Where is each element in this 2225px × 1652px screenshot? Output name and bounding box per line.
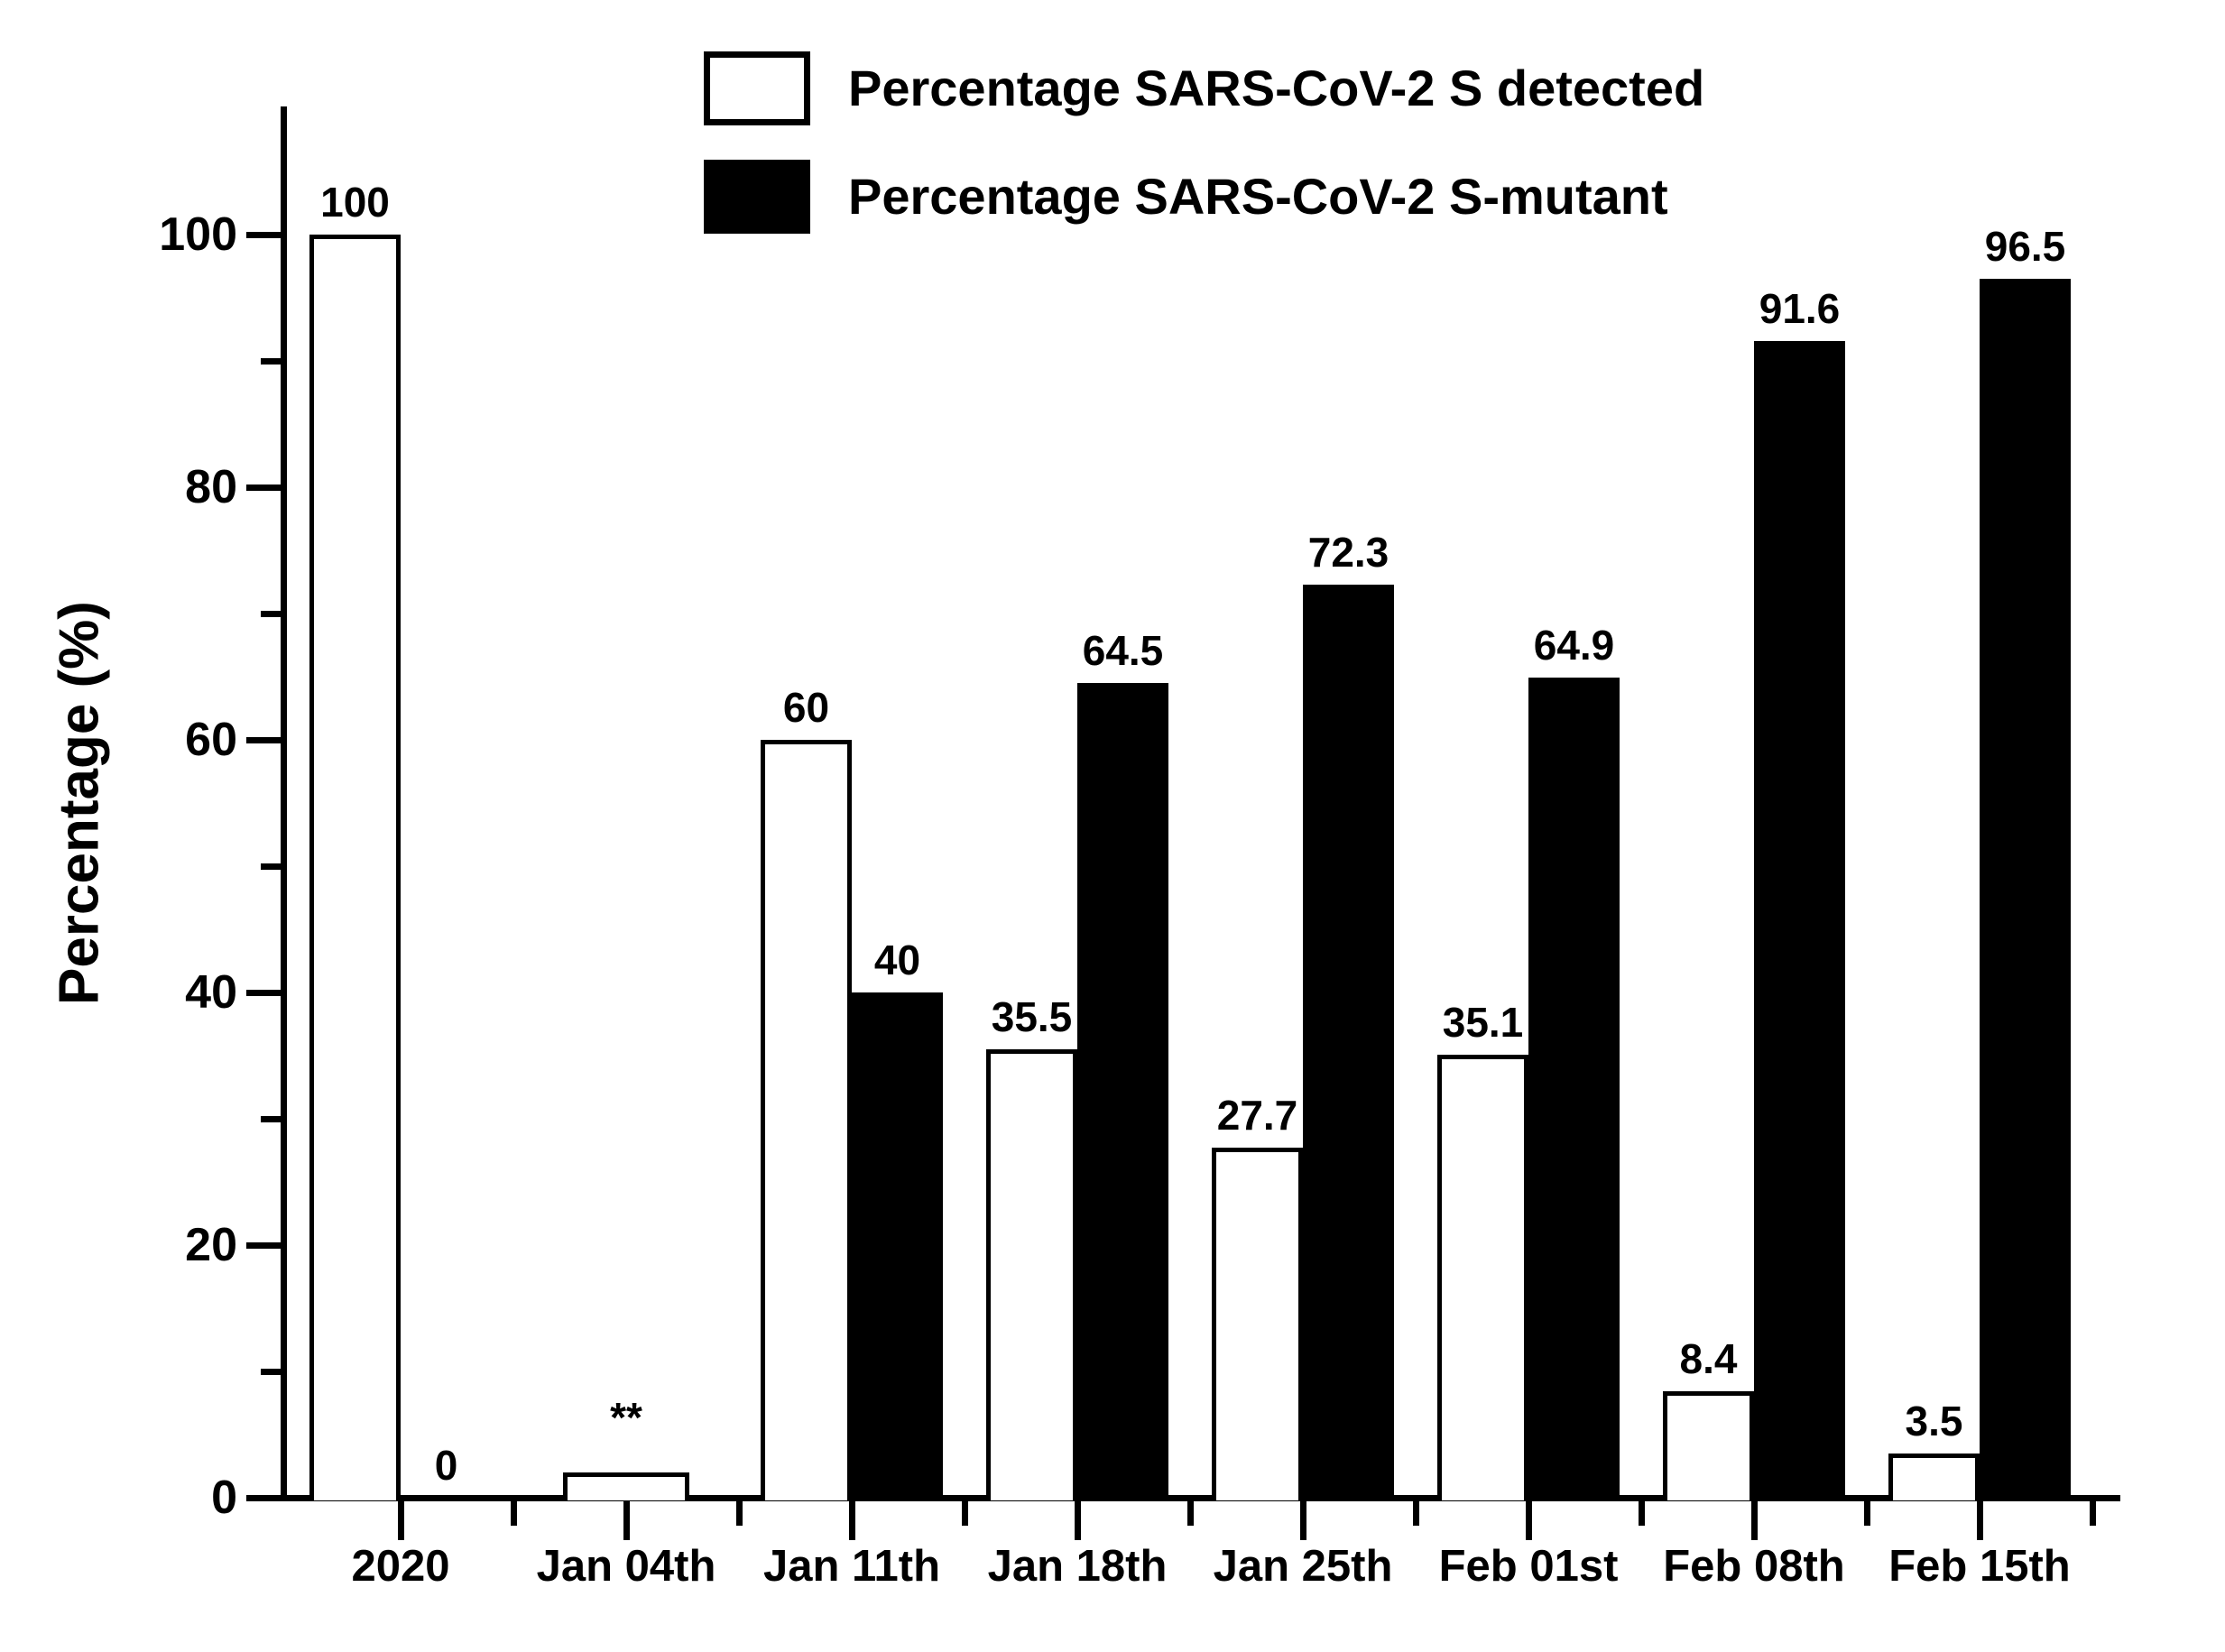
bar-mutant-2: [852, 992, 943, 1500]
x-minor-tick: [2090, 1500, 2096, 1526]
y-major-tick: [246, 990, 281, 996]
y-major-tick: [246, 485, 281, 491]
x-major-tick: [1751, 1500, 1758, 1540]
bar-detected-4: [1212, 1148, 1303, 1500]
bar-mutant-6: [1754, 340, 1845, 1500]
value-label: 0: [434, 1442, 458, 1489]
x-tick-label: Feb 15th: [1888, 1542, 2071, 1591]
value-label: 27.7: [1216, 1092, 1298, 1140]
x-major-tick: [1300, 1500, 1306, 1540]
x-tick-label: 2020: [351, 1542, 450, 1591]
x-minor-tick: [1864, 1500, 1870, 1526]
bar-detected-6: [1663, 1391, 1754, 1500]
value-label: 96.5: [1984, 223, 2066, 270]
bar-detected-1: [563, 1472, 689, 1500]
bar-detected-5: [1437, 1054, 1528, 1500]
y-minor-tick: [261, 1116, 281, 1122]
value-label: 40: [873, 937, 921, 983]
y-tick-label: 80: [185, 461, 237, 513]
bar-mutant-5: [1528, 678, 1620, 1500]
x-tick-label: Feb 08th: [1663, 1542, 1845, 1591]
y-major-tick: [246, 737, 281, 743]
x-major-tick: [1075, 1500, 1081, 1540]
y-minor-tick: [261, 1369, 281, 1375]
x-major-tick: [1977, 1500, 1983, 1540]
bar-detected-3: [986, 1049, 1077, 1500]
value-label: 100: [320, 179, 390, 226]
x-minor-tick: [1413, 1500, 1419, 1526]
bar-mutant-7: [1980, 279, 2071, 1500]
x-major-tick: [849, 1500, 855, 1540]
y-minor-tick: [261, 358, 281, 365]
value-label: 3.5: [1905, 1398, 1963, 1444]
bar-detected-2: [761, 740, 852, 1500]
x-major-tick: [1526, 1500, 1532, 1540]
value-label: 64.5: [1082, 627, 1164, 674]
legend-label-detected: Percentage SARS-CoV-2 S detected: [848, 60, 1705, 116]
legend-label-mutant: Percentage SARS-CoV-2 S-mutant: [848, 168, 1668, 225]
y-minor-tick: [261, 863, 281, 870]
legend-swatch-mutant-icon: [704, 160, 810, 234]
value-label: 91.6: [1759, 284, 1841, 332]
y-minor-tick: [261, 611, 281, 617]
bar-mutant-3: [1077, 683, 1168, 1500]
y-tick-label: 60: [185, 714, 237, 766]
y-tick-label: 0: [211, 1472, 237, 1524]
value-label: 72.3: [1307, 528, 1389, 576]
x-minor-tick: [1187, 1500, 1194, 1526]
x-minor-tick: [736, 1500, 743, 1526]
value-label: **: [610, 1394, 642, 1441]
bar-detected-0: [309, 235, 401, 1500]
x-tick-label: Jan 25th: [1213, 1542, 1393, 1591]
value-label: 35.5: [991, 993, 1073, 1040]
x-axis-line: [281, 1495, 2120, 1501]
x-tick-label: Jan 18th: [987, 1542, 1168, 1591]
y-axis-line: [281, 106, 287, 1501]
y-tick-label: 20: [185, 1219, 237, 1271]
x-major-tick: [623, 1500, 630, 1540]
bar-detected-7: [1888, 1454, 1980, 1500]
x-minor-tick: [962, 1500, 968, 1526]
x-minor-tick: [1639, 1500, 1645, 1526]
value-label: 8.4: [1679, 1335, 1738, 1383]
y-major-tick: [246, 1495, 281, 1501]
x-tick-label: Feb 01st: [1438, 1542, 1619, 1591]
value-label: 60: [782, 684, 830, 731]
legend-swatch-detected-icon: [704, 51, 810, 125]
x-tick-label: Jan 11th: [762, 1542, 941, 1591]
y-tick-label: 100: [159, 208, 237, 261]
y-major-tick: [246, 232, 281, 238]
x-tick-label: Jan 04th: [536, 1542, 716, 1591]
bar-mutant-4: [1303, 584, 1394, 1500]
value-label: 64.9: [1533, 622, 1615, 669]
value-label: 35.1: [1442, 998, 1524, 1046]
x-major-tick: [398, 1500, 404, 1540]
y-tick-label: 40: [185, 966, 237, 1019]
x-minor-tick: [511, 1500, 517, 1526]
y-major-tick: [246, 1242, 281, 1249]
